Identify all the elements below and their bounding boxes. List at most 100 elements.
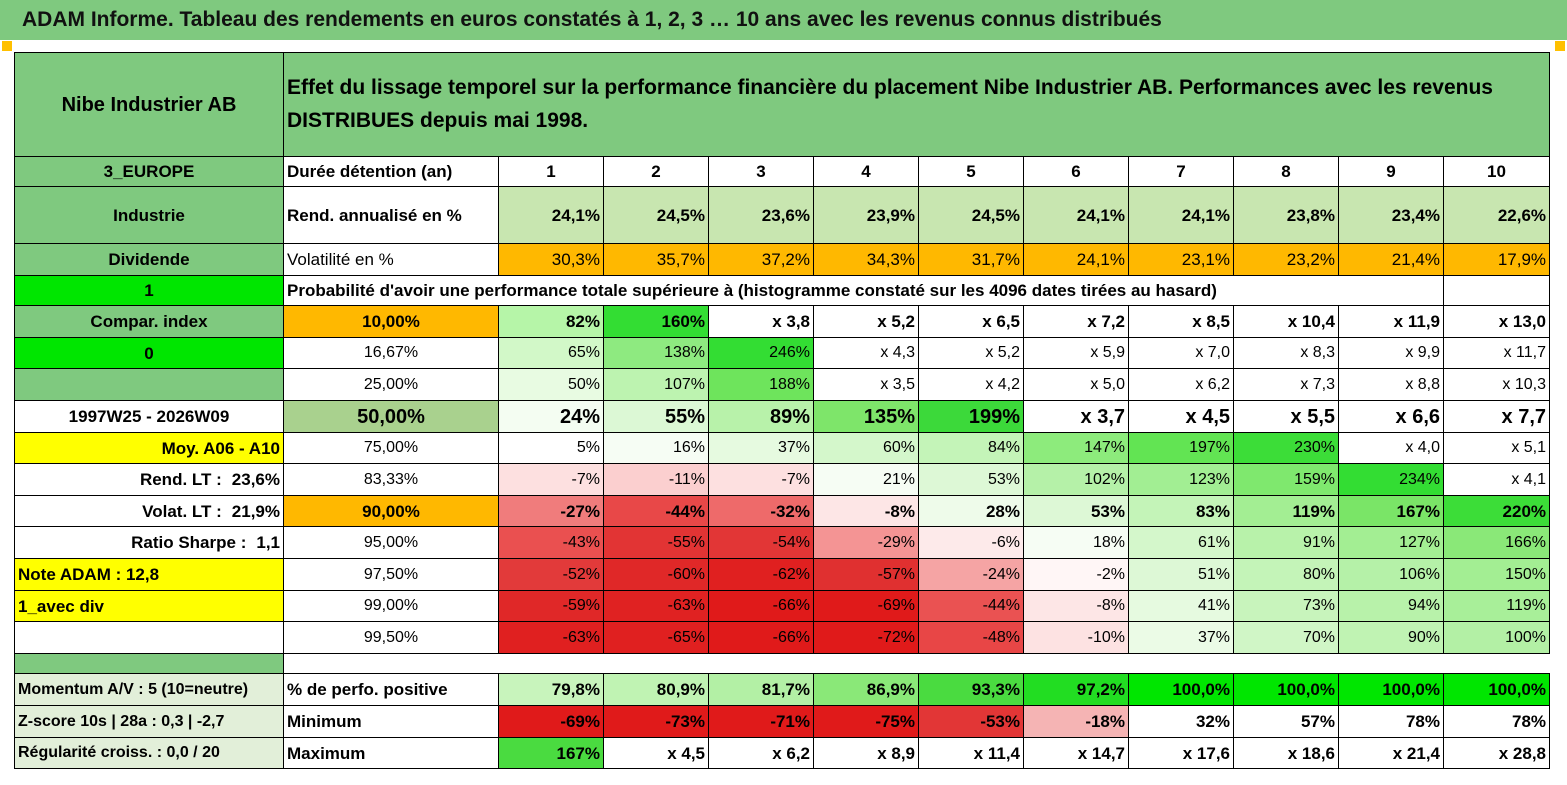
positive-pct-value: 100,0% [1128,673,1234,706]
probability-value: 37% [708,432,814,464]
probability-value: -60% [603,558,709,591]
probability-value: x 9,9 [1338,337,1444,369]
sharpe-pair: Ratio Sharpe : 1,1 [18,534,280,551]
header-row: Nibe Industrier AB Effet du lissage temp… [14,52,1551,157]
probability-value: -52% [498,558,604,591]
probability-value: x 6,6 [1338,400,1444,433]
minimum-value: -75% [813,705,919,738]
probability-value: 135% [813,400,919,433]
minimum-value: -71% [708,705,814,738]
probability-value: 5% [498,432,604,464]
volatility-value: 17,9% [1442,243,1551,276]
empty-green-cell [14,653,284,674]
minimum-value: 57% [1233,705,1339,738]
probability-value: 28% [918,495,1024,527]
volat-lt-label: Volat. LT : [142,501,222,521]
probability-value: 246% [708,337,814,369]
probability-value: -55% [603,526,709,559]
volat-lt-cell: Volat. LT : 21,9% [14,495,284,527]
probability-value: 91% [1233,526,1339,559]
maximum-value: x 28,8 [1442,737,1551,769]
moy-label: Moy. A06 - A10 [14,432,284,464]
year-header: 5 [918,156,1024,187]
probability-value: 84% [918,432,1024,464]
note-adam: Note ADAM : 12,8 [14,558,284,591]
probability-value: x 5,0 [1023,368,1129,401]
annualized-return-value: 24,1% [498,186,604,244]
probability-value: x 5,5 [1233,400,1339,433]
probability-threshold: 10,00% [283,305,499,338]
volatility-value: 30,3% [498,243,604,276]
empty-green-cell [14,368,284,401]
volatility-value: 21,4% [1338,243,1444,276]
probability-value: 53% [918,463,1024,496]
probability-value: -6% [918,526,1024,559]
probability-value: -63% [498,621,604,654]
probability-value: -8% [1023,590,1129,622]
probability-value: 94% [1338,590,1444,622]
rend-lt-value: 23,6% [231,470,280,489]
annualized-return-value: 24,5% [918,186,1024,244]
probability-value: 119% [1442,590,1551,622]
annualized-return-value: 24,1% [1023,186,1129,244]
prob-row: Ratio Sharpe : 1,1 95,00% -43% -55% -54% -2… [14,526,1551,559]
region-label: 3_EUROPE [14,156,284,187]
revenue-type-label: Dividende [14,243,284,276]
maximum-value: 167% [498,737,604,769]
probability-value: 70% [1233,621,1339,654]
maximum-value: x 4,5 [603,737,709,769]
probability-value: 138% [603,337,709,369]
probability-value: 65% [498,337,604,369]
positive-pct-label: % de perfo. positive [283,673,499,706]
prob-row: 99,50% -63% -65% -66% -72% -48% -10% 37% 70% 90%… [14,621,1551,654]
positive-pct-value: 80,9% [603,673,709,706]
probability-value: x 3,5 [813,368,919,401]
probability-threshold: 25,00% [283,368,499,401]
prob-row: 0 16,67% 65% 138% 246% x 4,3 x 5,2 x 5,9 x 7,0… [14,337,1551,369]
year-header: 6 [1023,156,1129,187]
probability-threshold: 16,67% [283,337,499,369]
probability-value: 106% [1338,558,1444,591]
probability-value: 230% [1233,432,1339,464]
probability-value: -57% [813,558,919,591]
probability-threshold: 90,00% [283,495,499,527]
positive-pct-value: 79,8% [498,673,604,706]
probability-value: -27% [498,495,604,527]
probability-value: -2% [1023,558,1129,591]
annualized-return-value: 23,4% [1338,186,1444,244]
probability-value: 82% [498,305,604,338]
probability-value: 166% [1442,526,1551,559]
probability-value: 53% [1023,495,1129,527]
probability-value: 220% [1442,495,1551,527]
annualized-return-value: 23,8% [1233,186,1339,244]
corner-marker [2,41,12,51]
probability-threshold: 99,00% [283,590,499,622]
probability-value: 50% [498,368,604,401]
volatility-value: 31,7% [918,243,1024,276]
probability-value: x 5,1 [1442,432,1551,464]
probability-value: 16% [603,432,709,464]
rend-lt-label: Rend. LT : [139,470,222,489]
year-header: 4 [813,156,919,187]
positive-pct-row: Momentum A/V : 5 (10=neutre) % de perfo.… [14,673,1551,706]
report-title: ADAM Informe. Tableau des rendements en … [0,0,1567,40]
annualized-return-value: 23,9% [813,186,919,244]
probability-value: x 3,8 [708,305,814,338]
volatility-value: 24,1% [1023,243,1129,276]
volatility-value: 37,2% [708,243,814,276]
volatility-value: 23,1% [1128,243,1234,276]
probability-value: x 10,3 [1442,368,1551,401]
probability-value: -44% [603,495,709,527]
positive-pct-value: 100,0% [1338,673,1444,706]
minimum-value: 32% [1128,705,1234,738]
minimum-value: -18% [1023,705,1129,738]
annualized-return-label: Rend. annualisé en % [283,186,499,244]
year-header: 9 [1338,156,1444,187]
maximum-value: x 11,4 [918,737,1024,769]
minimum-row: Z-score 10s | 28a : 0,3 | -2,7 Minimum -… [14,705,1551,738]
probability-value: -7% [498,463,604,496]
sharpe-value: 1,1 [256,533,280,552]
probability-value: x 6,2 [1128,368,1234,401]
probability-value: 60% [813,432,919,464]
probability-value: 102% [1023,463,1129,496]
